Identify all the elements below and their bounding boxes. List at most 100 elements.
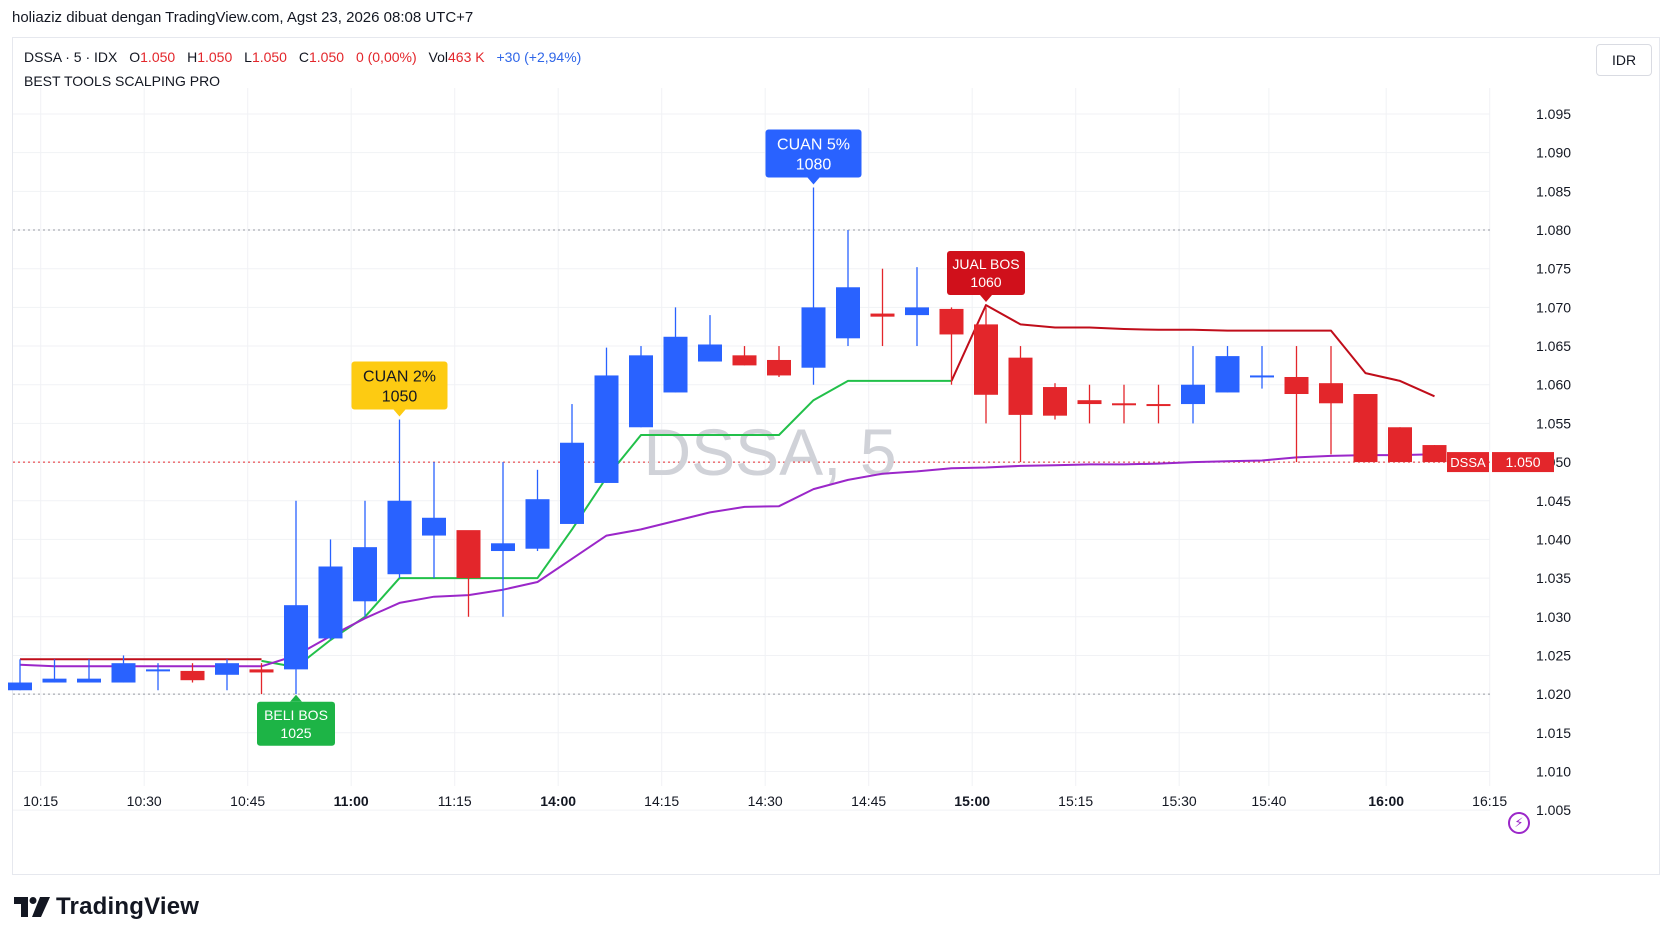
price-tag-symbol-box bbox=[1447, 452, 1489, 473]
y-tick-label: 1.035 bbox=[1536, 570, 1571, 586]
candle-body[interactable] bbox=[1353, 394, 1378, 463]
candle-body[interactable] bbox=[698, 344, 722, 362]
candle-body[interactable] bbox=[870, 313, 895, 317]
candle-body[interactable] bbox=[491, 543, 515, 552]
candle-body[interactable] bbox=[905, 307, 929, 316]
signal-text: 1025 bbox=[280, 725, 311, 741]
candle-body[interactable] bbox=[1112, 403, 1136, 406]
candle-body[interactable] bbox=[456, 530, 481, 579]
candle-body[interactable] bbox=[1284, 376, 1309, 395]
x-tick-label: 10:30 bbox=[127, 793, 162, 809]
y-tick-label: 1.070 bbox=[1536, 299, 1571, 315]
y-tick-label: 1.015 bbox=[1536, 725, 1571, 741]
tradingview-logo: TradingView bbox=[14, 893, 199, 921]
y-tick-label: 1.005 bbox=[1536, 802, 1571, 818]
y-tick-label: 1.040 bbox=[1536, 531, 1571, 547]
signal-label-buy[interactable]: BELI BOS 1025 bbox=[257, 694, 335, 746]
x-tick-label: 14:15 bbox=[644, 793, 679, 809]
chart-panel[interactable] bbox=[12, 37, 1660, 875]
x-tick-label: 15:15 bbox=[1058, 793, 1093, 809]
candle-body[interactable] bbox=[836, 287, 860, 339]
candle-body[interactable] bbox=[1008, 357, 1033, 415]
y-tick-label: 1.075 bbox=[1536, 261, 1571, 277]
x-tick-label: 10:15 bbox=[23, 793, 58, 809]
y-tick-label: 1.020 bbox=[1536, 686, 1571, 702]
y-tick-label: 1.080 bbox=[1536, 222, 1571, 238]
purple-line bbox=[19, 453, 1435, 668]
candle-body[interactable] bbox=[318, 566, 343, 639]
y-tick-label: 1.025 bbox=[1536, 647, 1571, 663]
ohlc-legend: DSSA · 5 · IDX O1.050 H1.050 L1.050 C1.0… bbox=[24, 49, 581, 65]
candle-body[interactable] bbox=[249, 669, 274, 673]
signal-text: CUAN 2% bbox=[363, 369, 436, 386]
candle-body[interactable] bbox=[801, 307, 826, 368]
candle-body[interactable] bbox=[1319, 383, 1343, 404]
candle-body[interactable] bbox=[422, 517, 446, 536]
candle-body[interactable] bbox=[77, 678, 101, 683]
signal-text: JUAL BOS bbox=[952, 256, 1019, 272]
x-tick-label: 16:15 bbox=[1472, 793, 1507, 809]
candle-body[interactable] bbox=[732, 355, 757, 366]
signal-label-sell[interactable]: JUAL BOS 1060 bbox=[947, 251, 1025, 303]
candle-body[interactable] bbox=[1043, 387, 1067, 416]
signal-label-profit[interactable]: CUAN 2% 1050 bbox=[351, 361, 448, 417]
x-tick-label: 11:15 bbox=[438, 793, 472, 809]
y-tick-label: 1.045 bbox=[1536, 493, 1571, 509]
candle-body[interactable] bbox=[767, 359, 791, 376]
signal-text: CUAN 5% bbox=[777, 136, 850, 153]
candle-body[interactable] bbox=[1250, 375, 1274, 378]
candle-body[interactable] bbox=[1146, 404, 1171, 407]
signal-label-profit[interactable]: CUAN 5% 1080 bbox=[765, 129, 862, 185]
x-tick-label: 11:00 bbox=[334, 793, 369, 809]
signal-text: 1050 bbox=[382, 389, 418, 406]
lightning-icon[interactable]: ⚡ bbox=[1508, 812, 1530, 834]
x-tick-label: 14:45 bbox=[851, 793, 886, 809]
candle-body[interactable] bbox=[974, 324, 998, 395]
candle-body[interactable] bbox=[353, 547, 377, 602]
currency-button[interactable]: IDR bbox=[1596, 44, 1652, 76]
y-tick-label: 1.010 bbox=[1536, 763, 1571, 779]
candle-body[interactable] bbox=[146, 669, 170, 672]
y-tick-label: 1.030 bbox=[1536, 609, 1571, 625]
candle-body[interactable] bbox=[42, 678, 67, 683]
x-tick-label: 16:00 bbox=[1368, 793, 1404, 809]
high-value: 1.050 bbox=[197, 49, 233, 65]
y-tick-label: 1.095 bbox=[1536, 106, 1571, 122]
low-label: L bbox=[244, 49, 252, 65]
candle-body[interactable] bbox=[629, 355, 653, 428]
candle-body[interactable] bbox=[1422, 445, 1447, 463]
signal-pointer bbox=[290, 694, 302, 702]
candle-body[interactable] bbox=[663, 336, 688, 393]
candle-body[interactable] bbox=[111, 663, 136, 683]
candle-body[interactable] bbox=[939, 308, 964, 335]
tradingview-logo-icon bbox=[14, 897, 50, 917]
candle-body[interactable] bbox=[284, 605, 308, 670]
candle-body[interactable] bbox=[1181, 384, 1205, 405]
candle-body[interactable] bbox=[525, 499, 550, 549]
price-tag-value-box bbox=[1492, 452, 1554, 473]
close-value: 1.050 bbox=[309, 49, 345, 65]
signal-pointer bbox=[980, 295, 992, 303]
candle-body[interactable] bbox=[594, 375, 619, 483]
candle-body[interactable] bbox=[8, 682, 32, 691]
candle-body[interactable] bbox=[1215, 356, 1240, 393]
x-tick-label: 14:30 bbox=[748, 793, 783, 809]
candle-body[interactable] bbox=[1388, 427, 1412, 463]
x-tick-label: 15:30 bbox=[1162, 793, 1197, 809]
open-label: O bbox=[129, 49, 141, 65]
x-tick-label: 15:00 bbox=[954, 793, 990, 809]
x-tick-label: 14:00 bbox=[540, 793, 576, 809]
symbol-label[interactable]: DSSA · 5 · IDX bbox=[24, 49, 118, 65]
candle-body[interactable] bbox=[180, 670, 205, 681]
candle-body[interactable] bbox=[560, 442, 584, 524]
y-tick-label: 1.065 bbox=[1536, 338, 1571, 354]
x-tick-label: 10:45 bbox=[230, 793, 265, 809]
low-value: 1.050 bbox=[251, 49, 287, 65]
signal-text: BELI BOS bbox=[264, 707, 328, 723]
indicator-label[interactable]: BEST TOOLS SCALPING PRO bbox=[24, 73, 221, 89]
candle-body[interactable] bbox=[1077, 400, 1102, 405]
candle-body[interactable] bbox=[387, 500, 412, 575]
candle-body[interactable] bbox=[215, 663, 239, 675]
attribution-text: holiaziz dibuat dengan TradingView.com, … bbox=[12, 9, 474, 26]
